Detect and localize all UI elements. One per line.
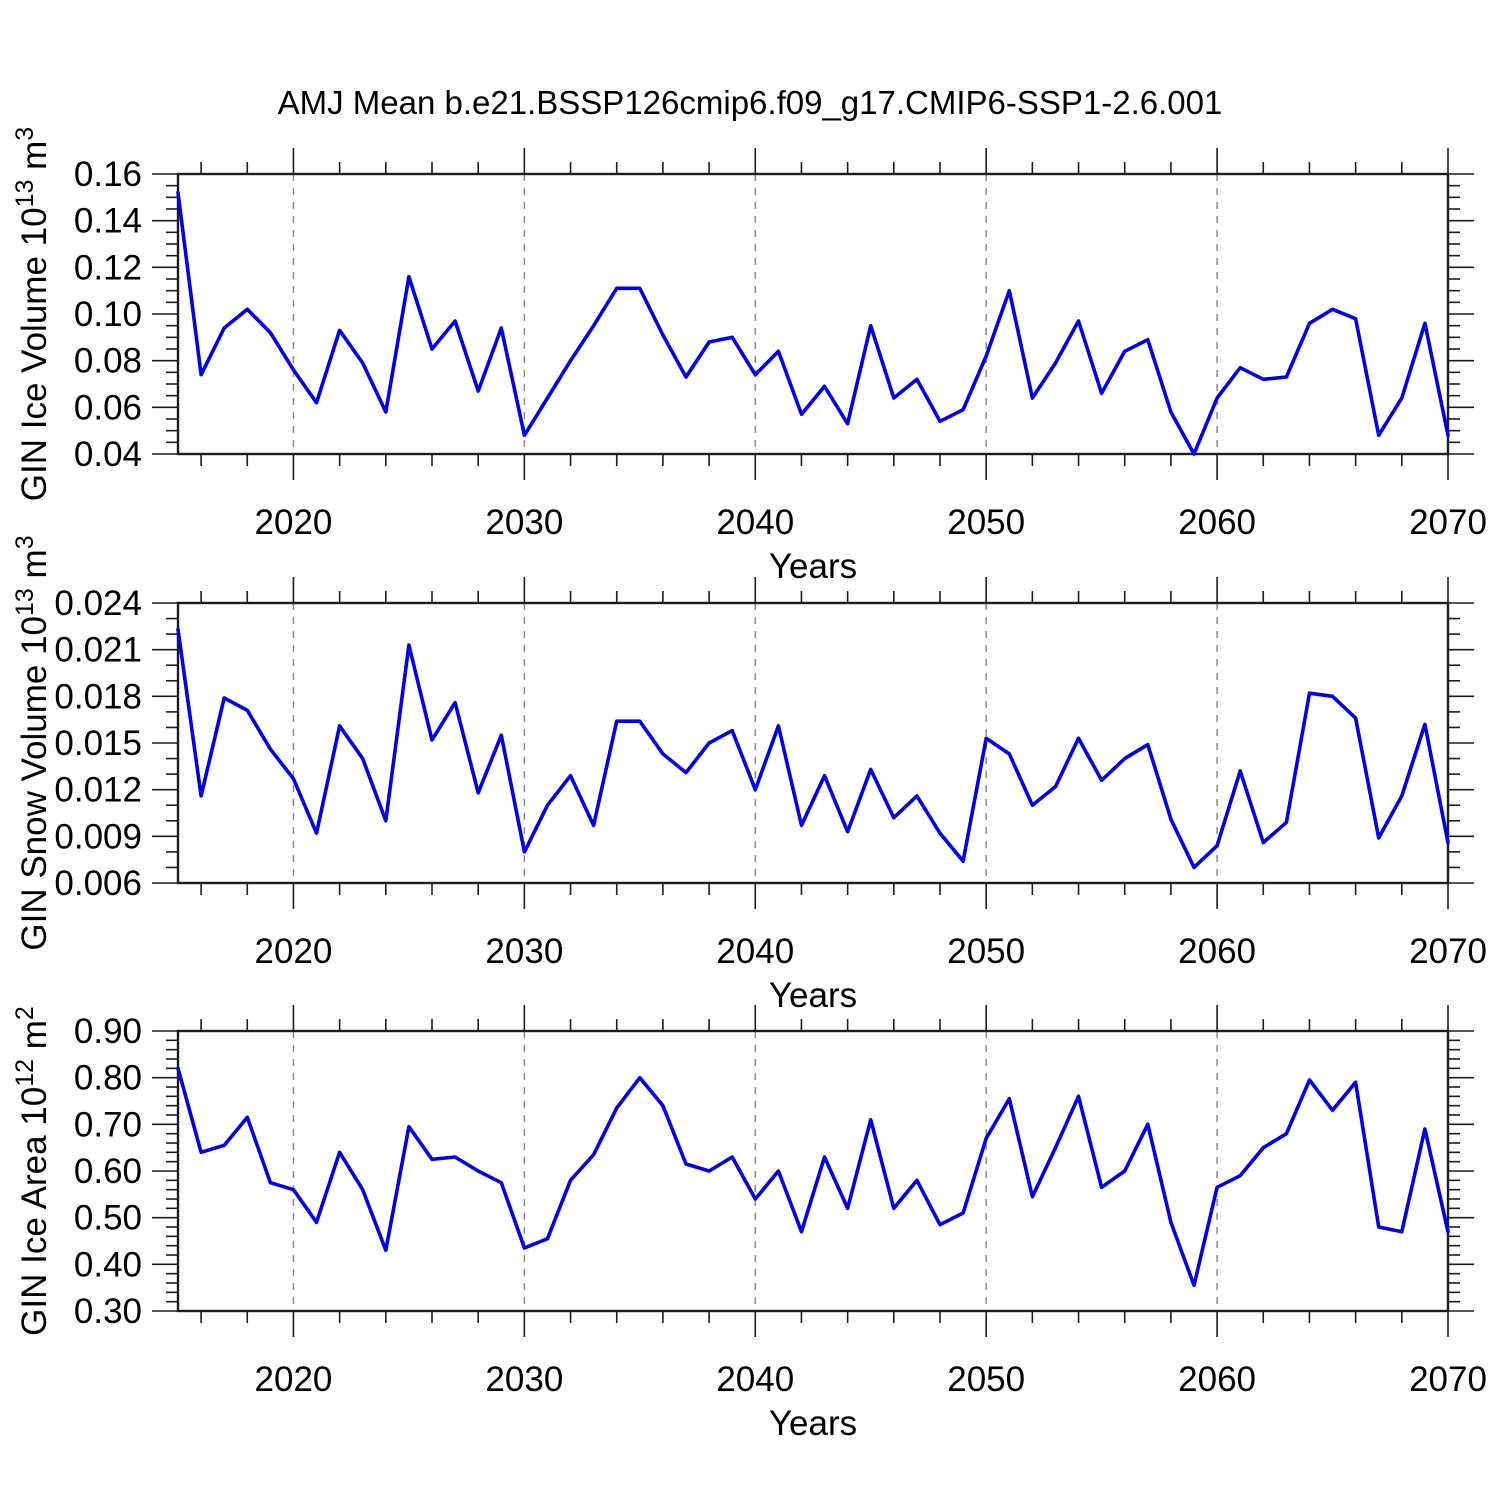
gridlines (292, 1031, 1218, 1311)
y-tick-label: 0.06 (74, 388, 142, 427)
x-tick-label: 2070 (1409, 932, 1487, 971)
x-tick-labels: 2020 2030 2040 2050 2060 2070 (255, 932, 1487, 971)
y-tick-label: 0.30 (74, 1292, 142, 1331)
x-tick-label: 2030 (485, 932, 563, 971)
plot-border (176, 601, 1450, 885)
y-tick-label: 0.021 (54, 631, 142, 670)
data-line-3 (176, 1066, 1450, 1288)
y-tick-label: 0.10 (74, 295, 142, 334)
x-tick-label: 2040 (716, 932, 794, 971)
y-axis-title: GIN Ice Area 1012 m2 (11, 1006, 54, 1336)
x-tick-label: 2050 (947, 1360, 1025, 1399)
y-tick-label: 0.16 (74, 155, 142, 194)
x-tick-label: 2030 (485, 1360, 563, 1399)
x-tick-label: 2030 (485, 503, 563, 542)
y-tick-label: 0.04 (74, 435, 142, 474)
y-tick-label: 0.015 (54, 724, 142, 763)
y-tick-label: 0.12 (74, 248, 142, 287)
y-axis-title: GIN Ice Volume 1013 m3 (11, 127, 54, 501)
gridlines (292, 603, 1218, 883)
plot-border (176, 1029, 1450, 1313)
chart-title: AMJ Mean b.e21.BSSP126cmip6.f09_g17.CMIP… (277, 84, 1223, 121)
y-tick-label: 0.90 (74, 1012, 142, 1051)
x-tick-label: 2040 (716, 503, 794, 542)
y-tick-label: 0.012 (54, 771, 142, 810)
y-tick-label: 0.40 (74, 1245, 142, 1284)
x-tick-labels: 2020 2030 2040 2050 2060 2070 (255, 503, 1487, 542)
y-tick-label: 0.08 (74, 342, 142, 381)
x-tick-label: 2020 (255, 503, 333, 542)
x-tick-label: 2060 (1178, 503, 1256, 542)
y-tick-label: 0.006 (54, 864, 142, 903)
x-tick-label: 2050 (947, 503, 1025, 542)
y-tick-label: 0.60 (74, 1152, 142, 1191)
x-tick-label: 2020 (255, 1360, 333, 1399)
y-tick-label: 0.024 (54, 584, 142, 623)
x-tick-labels: 2020 2030 2040 2050 2060 2070 (255, 1360, 1487, 1399)
x-tick-label: 2070 (1409, 503, 1487, 542)
y-tick-label: 0.018 (54, 677, 142, 716)
axis-ticks (152, 1005, 1474, 1337)
panel-3: 0.30 0.40 0.50 0.60 0.70 0.80 0.90 2020 2030 2040… (11, 1005, 1487, 1443)
x-axis-title: Years (769, 1404, 857, 1443)
axis-ticks (152, 148, 1474, 480)
y-tick-labels: 0.30 0.40 0.50 0.60 0.70 0.80 0.90 (74, 1012, 142, 1331)
x-tick-label: 2020 (255, 932, 333, 971)
x-tick-label: 2070 (1409, 1360, 1487, 1399)
x-tick-label: 2050 (947, 932, 1025, 971)
x-tick-label: 2040 (716, 1360, 794, 1399)
x-tick-label: 2060 (1178, 1360, 1256, 1399)
y-tick-label: 0.70 (74, 1105, 142, 1144)
axis-ticks (152, 577, 1474, 909)
y-tick-labels: 0.04 0.06 0.08 0.10 0.12 0.14 0.16 (74, 155, 142, 474)
gridlines (292, 174, 1218, 454)
y-tick-labels: 0.006 0.009 0.012 0.015 0.018 0.021 0.024 (54, 584, 142, 903)
y-tick-label: 0.14 (74, 202, 142, 241)
panel-1: 0.04 0.06 0.08 0.10 0.12 0.14 0.16 2020 2030 2040… (11, 127, 1487, 586)
x-tick-label: 2060 (1178, 932, 1256, 971)
x-axis-title: Years (769, 976, 857, 1015)
plot-border (176, 172, 1450, 456)
y-tick-label: 0.009 (54, 817, 142, 856)
y-axis-title: GIN Snow Volume 1013 m3 (11, 535, 54, 950)
data-line-1 (176, 190, 1450, 456)
y-tick-label: 0.50 (74, 1199, 142, 1238)
y-tick-label: 0.80 (74, 1059, 142, 1098)
x-axis-title: Years (769, 547, 857, 586)
data-line-2 (176, 627, 1450, 870)
